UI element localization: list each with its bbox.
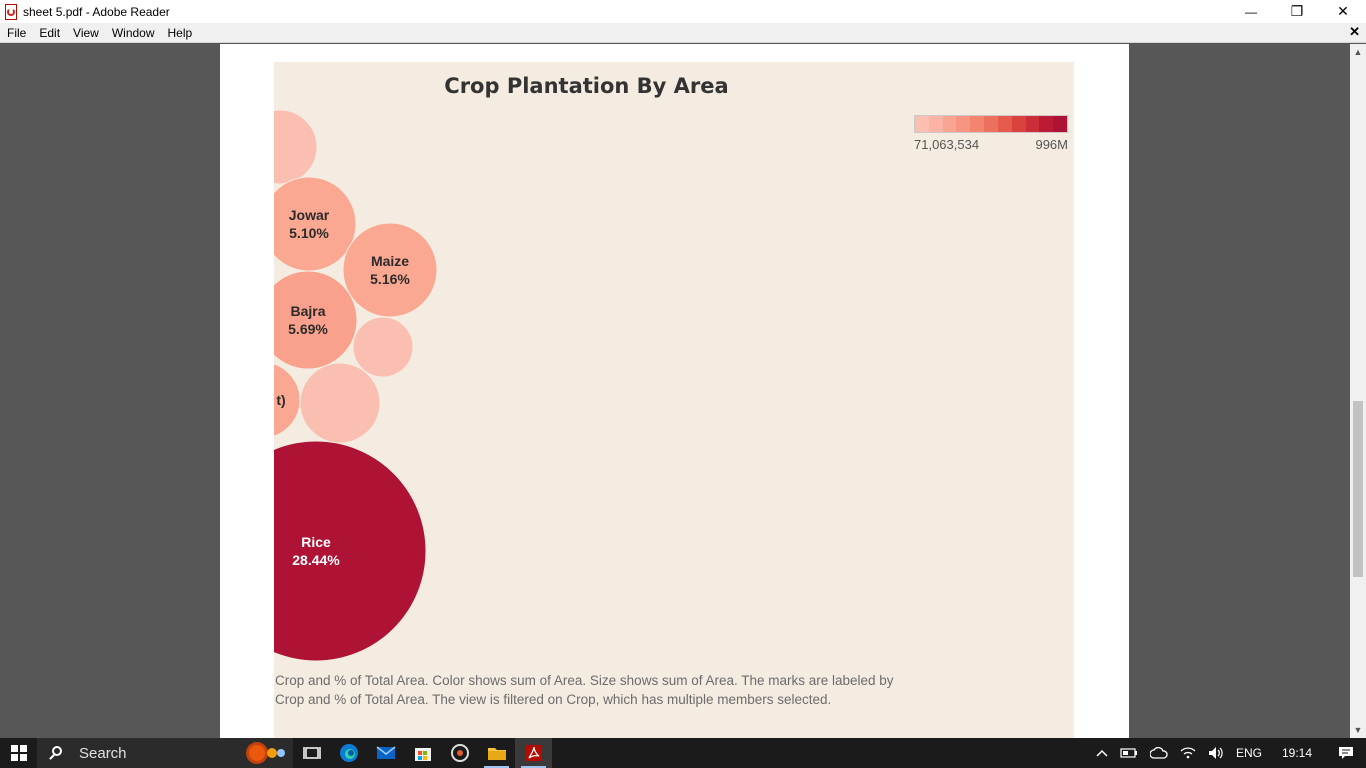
media-player-icon[interactable] — [441, 738, 478, 768]
menu-window[interactable]: Window — [111, 25, 155, 40]
bubble-label: Maize — [371, 253, 409, 269]
mail-icon[interactable] — [367, 738, 404, 768]
bubble-rice[interactable] — [274, 440, 427, 662]
restore-icon: ❐ — [1290, 3, 1304, 19]
bubble-unlabeled[interactable] — [352, 316, 414, 378]
language-indicator[interactable]: ENG — [1235, 746, 1262, 760]
clock[interactable]: 19:14 — [1281, 746, 1312, 760]
pdf-page: Crop Plantation By Area 71,063,534 996M … — [220, 44, 1129, 738]
wifi-icon[interactable] — [1174, 738, 1202, 768]
show-hidden-icons-icon[interactable] — [1090, 738, 1114, 768]
bubble-label: Bajra — [290, 303, 325, 319]
minimize-button[interactable]: — — [1228, 0, 1274, 23]
bubble-percent-label: 5.69% — [288, 321, 328, 337]
store-icon[interactable] — [404, 738, 441, 768]
close-icon: ✕ — [1337, 3, 1349, 19]
menu-edit[interactable]: Edit — [39, 25, 61, 40]
menu-help[interactable]: Help — [167, 25, 193, 40]
legend-step — [1053, 116, 1067, 132]
adobe-reader-taskbar-icon[interactable] — [515, 738, 552, 768]
menu-bar: File Edit View Window Help ✕ — [0, 23, 1366, 43]
vertical-scrollbar[interactable]: ▲ ▼ — [1350, 44, 1366, 738]
windows-logo-icon — [10, 745, 27, 761]
legend-step — [1011, 116, 1026, 132]
bubble-unlabeled[interactable] — [299, 362, 381, 444]
bubble-maize[interactable] — [342, 222, 438, 318]
legend-step — [928, 116, 943, 132]
legend-min-label: 71,063,534 — [914, 137, 980, 152]
legend-step — [1025, 116, 1040, 132]
minimize-icon: — — [1245, 4, 1257, 19]
scroll-down-icon[interactable]: ▼ — [1353, 725, 1363, 735]
window-title: sheet 5.pdf - Adobe Reader — [23, 4, 170, 19]
bubble-label: t) — [276, 392, 285, 408]
chart-title: Crop Plantation By Area — [444, 74, 729, 98]
bubble-jowar[interactable] — [274, 176, 357, 272]
document-area: Crop Plantation By Area 71,063,534 996M … — [0, 44, 1350, 738]
bubble-unlabeled[interactable] — [274, 109, 318, 185]
close-button[interactable]: ✕ — [1320, 0, 1366, 23]
search-highlight-icon — [246, 742, 285, 764]
search-placeholder: Search — [79, 744, 127, 762]
start-button[interactable] — [0, 738, 37, 768]
notifications-icon[interactable] — [1326, 738, 1366, 768]
system-tray: ENG 19:14 — [1090, 738, 1366, 768]
legend-step — [970, 116, 985, 132]
taskbar: Search — [0, 738, 1366, 768]
volume-icon[interactable] — [1202, 738, 1230, 768]
task-view-icon[interactable] — [293, 738, 330, 768]
bubble-label: Jowar — [289, 207, 330, 223]
legend-step — [984, 116, 998, 132]
cloud-icon[interactable] — [1144, 738, 1174, 768]
title-bar: sheet 5.pdf - Adobe Reader — ❐ ✕ — [0, 0, 1366, 23]
bubble-bajra[interactable] — [274, 270, 358, 370]
file-explorer-icon[interactable] — [478, 738, 515, 768]
search-icon — [49, 746, 63, 760]
legend-max-label: 996M — [1035, 137, 1068, 152]
adobe-reader-icon — [3, 3, 19, 20]
maximize-button[interactable]: ❐ — [1274, 0, 1320, 23]
window-controls: — ❐ ✕ — [1228, 0, 1366, 23]
scrollbar-thumb[interactable] — [1353, 401, 1363, 577]
bubble-percent-label: 5.10% — [289, 225, 329, 241]
bubble-percent-label: 28.44% — [292, 552, 340, 568]
legend-step — [997, 116, 1012, 132]
taskbar-search[interactable]: Search — [37, 738, 293, 768]
menu-view[interactable]: View — [73, 25, 99, 40]
legend-step — [956, 116, 971, 132]
legend-step — [1039, 116, 1054, 132]
legend-step — [942, 116, 957, 132]
chart-dashboard: Crop Plantation By Area 71,063,534 996M … — [274, 62, 1074, 738]
bubble-chart: Jowar 5.10% Maize 5.16% Bajra 5.69% t) Rice 28.4… — [274, 109, 438, 662]
menu-file[interactable]: File — [7, 25, 27, 40]
bubble-percent-label: 5.16% — [370, 271, 410, 287]
chart-caption: Crop and % of Total Area. Color shows su… — [275, 673, 894, 707]
scroll-up-icon[interactable]: ▲ — [1353, 47, 1363, 57]
close-document-icon[interactable]: ✕ — [1349, 24, 1360, 39]
legend-step — [915, 116, 929, 132]
bubble-label: Rice — [301, 534, 331, 550]
color-legend-gradient — [914, 115, 1068, 133]
edge-browser-icon[interactable] — [330, 738, 367, 768]
battery-icon[interactable] — [1114, 738, 1144, 768]
